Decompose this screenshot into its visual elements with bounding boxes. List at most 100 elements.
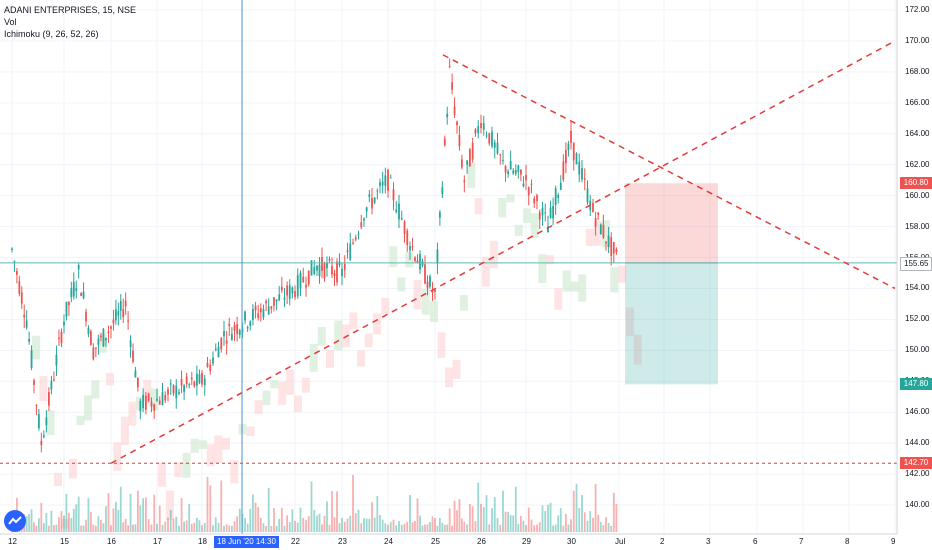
- cloud-segment: [618, 265, 627, 283]
- candle-body: [283, 297, 286, 300]
- candle-body: [153, 404, 156, 411]
- time-axis[interactable]: 12 15 16 17 18 22 23 24 25 26 29 30 Jul 2 3 6 7 8 9: [0, 534, 897, 550]
- volume-bar: [519, 515, 522, 532]
- volume-bar: [144, 497, 147, 532]
- volume-bar: [175, 516, 178, 532]
- candle-body: [40, 440, 43, 446]
- volume-bar: [89, 511, 92, 532]
- volume-bar: [70, 518, 73, 532]
- candle-body: [119, 301, 122, 311]
- volume-bar: [538, 522, 541, 532]
- cloud-segment: [106, 372, 114, 386]
- cloud-segment: [174, 462, 183, 477]
- candle-body: [82, 291, 85, 298]
- cloud-segment: [334, 320, 343, 351]
- candle-body: [416, 260, 419, 264]
- candle-body: [33, 380, 35, 385]
- cloud-segment: [199, 440, 207, 450]
- price-tick-label: 170.00: [905, 35, 930, 45]
- volume-bar: [45, 513, 48, 532]
- volume-bar: [278, 518, 281, 532]
- candle-body: [100, 335, 102, 338]
- candle-body: [206, 362, 209, 368]
- volume-bar: [188, 503, 191, 532]
- cloud-segment: [562, 270, 571, 292]
- volume-bar: [55, 524, 58, 532]
- volume-bar: [592, 517, 594, 532]
- volume-bar: [456, 510, 458, 532]
- volume-bar: [419, 515, 421, 532]
- candle-body: [431, 290, 434, 293]
- candle-body: [360, 222, 363, 228]
- candle-body: [578, 161, 581, 175]
- cloud-segment: [413, 279, 422, 310]
- candle-body: [42, 435, 45, 438]
- volume-bar: [223, 525, 225, 532]
- volume-bar: [53, 525, 55, 532]
- volume-bar: [67, 512, 70, 532]
- volume-bar: [127, 525, 130, 532]
- ichimoku-indicator-label[interactable]: Ichimoku (9, 26, 52, 26): [4, 29, 99, 39]
- volume-bar: [446, 524, 449, 532]
- candle-body: [30, 350, 33, 368]
- symbol-title[interactable]: ADANI ENTERPRISES, 15, NSE: [4, 5, 137, 15]
- cloud-segment: [523, 208, 531, 223]
- cloud-segment: [506, 194, 515, 203]
- cloud-segment: [278, 381, 287, 405]
- candle-body: [230, 333, 233, 341]
- candle-body: [605, 241, 607, 244]
- volume-bar: [110, 525, 112, 532]
- cloud-segment: [381, 297, 390, 315]
- cloud-segment: [190, 438, 199, 453]
- candle-body: [28, 338, 31, 342]
- volume-bar: [392, 519, 395, 532]
- volume-bar: [406, 521, 409, 532]
- cloud-segment: [113, 442, 122, 471]
- volume-bar: [453, 500, 456, 532]
- candle-body: [564, 150, 567, 164]
- volume-bar: [273, 507, 275, 532]
- cloud-segment: [373, 313, 381, 335]
- volume-bar: [365, 518, 368, 532]
- cloud-segment: [530, 213, 539, 239]
- volume-bar: [316, 515, 318, 532]
- volume-bar: [341, 518, 343, 532]
- volume-bar: [403, 523, 406, 532]
- candle-body: [45, 417, 48, 426]
- volume-bar: [270, 525, 273, 532]
- candle-body: [156, 398, 158, 401]
- cloud-segment: [514, 224, 523, 237]
- volume-indicator-label[interactable]: Vol: [4, 17, 17, 27]
- volume-bar: [567, 524, 570, 532]
- candle-body: [514, 169, 517, 174]
- volume-bar: [387, 524, 389, 532]
- candle-body: [594, 218, 597, 227]
- tradingview-logo-icon[interactable]: [4, 510, 26, 532]
- volume-bar: [105, 506, 107, 532]
- volume-bar: [283, 525, 286, 532]
- candle-body: [80, 293, 83, 296]
- cloud-segment: [626, 307, 634, 337]
- drawing-lines[interactable]: [0, 0, 897, 534]
- candle-body: [92, 347, 95, 360]
- short-position-tool[interactable]: [625, 183, 718, 385]
- time-tick-label: 8: [845, 537, 850, 546]
- candle-body: [328, 258, 331, 261]
- volume-bar: [373, 517, 376, 532]
- volume-bar: [414, 521, 416, 532]
- candle-body: [559, 182, 562, 190]
- candle-body: [496, 142, 499, 154]
- candle-body: [58, 337, 60, 340]
- candle-body: [214, 348, 217, 351]
- candle-body: [352, 242, 354, 244]
- volume-bar: [139, 505, 142, 532]
- cloud-segment: [157, 462, 166, 487]
- candle-body: [411, 246, 414, 248]
- candle-body: [419, 254, 421, 270]
- volume-bar: [150, 524, 153, 532]
- volume-bar: [468, 503, 471, 532]
- candle-body: [77, 264, 80, 270]
- cloud-segment: [467, 162, 476, 188]
- volume-bar: [92, 524, 95, 532]
